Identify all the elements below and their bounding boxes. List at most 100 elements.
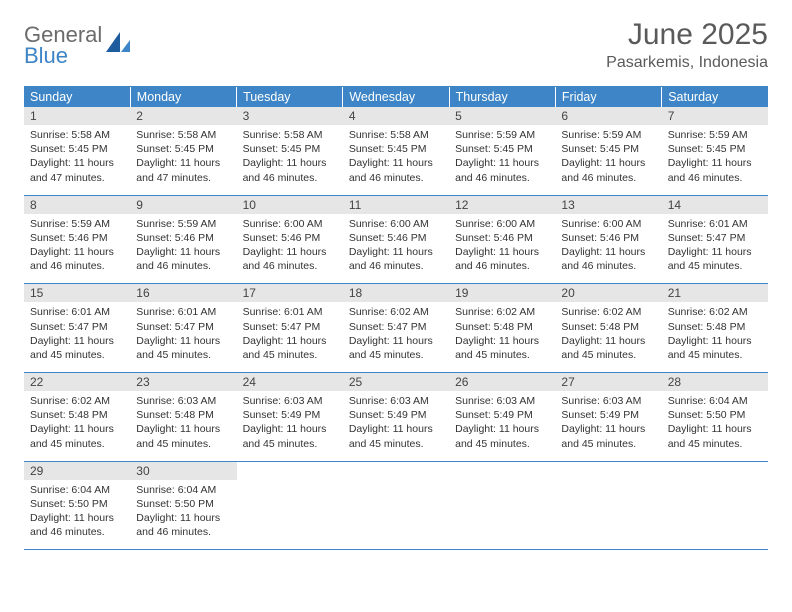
day-number: 22 bbox=[24, 373, 130, 391]
sunrise-text: Sunrise: 6:01 AM bbox=[668, 217, 762, 231]
sunrise-text: Sunrise: 6:03 AM bbox=[349, 394, 443, 408]
daylight-text: Daylight: 11 hours and 46 minutes. bbox=[455, 156, 549, 184]
daylight-text: Daylight: 11 hours and 46 minutes. bbox=[455, 245, 549, 273]
daylight-text: Daylight: 11 hours and 47 minutes. bbox=[30, 156, 124, 184]
sunrise-text: Sunrise: 6:01 AM bbox=[243, 305, 337, 319]
day-cell: 21Sunrise: 6:02 AMSunset: 5:48 PMDayligh… bbox=[662, 284, 768, 373]
day-cell: 16Sunrise: 6:01 AMSunset: 5:47 PMDayligh… bbox=[130, 284, 236, 373]
sunset-text: Sunset: 5:46 PM bbox=[561, 231, 655, 245]
daylight-text: Daylight: 11 hours and 45 minutes. bbox=[561, 334, 655, 362]
daylight-text: Daylight: 11 hours and 45 minutes. bbox=[136, 422, 230, 450]
day-cell: 8Sunrise: 5:59 AMSunset: 5:46 PMDaylight… bbox=[24, 195, 130, 284]
daylight-text: Daylight: 11 hours and 46 minutes. bbox=[30, 245, 124, 273]
day-number: 15 bbox=[24, 284, 130, 302]
sunrise-text: Sunrise: 6:02 AM bbox=[668, 305, 762, 319]
day-cell bbox=[343, 461, 449, 550]
day-body: Sunrise: 6:00 AMSunset: 5:46 PMDaylight:… bbox=[343, 214, 449, 284]
sunrise-text: Sunrise: 6:00 AM bbox=[243, 217, 337, 231]
daylight-text: Daylight: 11 hours and 46 minutes. bbox=[349, 156, 443, 184]
daylight-text: Daylight: 11 hours and 46 minutes. bbox=[136, 511, 230, 539]
sunset-text: Sunset: 5:48 PM bbox=[30, 408, 124, 422]
daylight-text: Daylight: 11 hours and 45 minutes. bbox=[243, 422, 337, 450]
day-cell: 6Sunrise: 5:59 AMSunset: 5:45 PMDaylight… bbox=[555, 107, 661, 195]
sunset-text: Sunset: 5:47 PM bbox=[349, 320, 443, 334]
day-cell: 20Sunrise: 6:02 AMSunset: 5:48 PMDayligh… bbox=[555, 284, 661, 373]
day-number: 5 bbox=[449, 107, 555, 125]
day-body: Sunrise: 5:59 AMSunset: 5:45 PMDaylight:… bbox=[662, 125, 768, 195]
week-row: 29Sunrise: 6:04 AMSunset: 5:50 PMDayligh… bbox=[24, 461, 768, 550]
daylight-text: Daylight: 11 hours and 46 minutes. bbox=[243, 245, 337, 273]
daylight-text: Daylight: 11 hours and 46 minutes. bbox=[136, 245, 230, 273]
day-number: 23 bbox=[130, 373, 236, 391]
day-cell: 19Sunrise: 6:02 AMSunset: 5:48 PMDayligh… bbox=[449, 284, 555, 373]
day-cell: 30Sunrise: 6:04 AMSunset: 5:50 PMDayligh… bbox=[130, 461, 236, 550]
day-cell: 24Sunrise: 6:03 AMSunset: 5:49 PMDayligh… bbox=[237, 373, 343, 462]
day-number: 26 bbox=[449, 373, 555, 391]
sunrise-text: Sunrise: 6:03 AM bbox=[243, 394, 337, 408]
day-cell: 14Sunrise: 6:01 AMSunset: 5:47 PMDayligh… bbox=[662, 195, 768, 284]
calendar-wrap: Sunday Monday Tuesday Wednesday Thursday… bbox=[24, 86, 768, 550]
sunrise-text: Sunrise: 5:59 AM bbox=[455, 128, 549, 142]
day-body: Sunrise: 5:58 AMSunset: 5:45 PMDaylight:… bbox=[130, 125, 236, 195]
sunrise-text: Sunrise: 5:59 AM bbox=[30, 217, 124, 231]
day-body: Sunrise: 5:59 AMSunset: 5:45 PMDaylight:… bbox=[555, 125, 661, 195]
daylight-text: Daylight: 11 hours and 45 minutes. bbox=[243, 334, 337, 362]
day-body: Sunrise: 6:04 AMSunset: 5:50 PMDaylight:… bbox=[130, 480, 236, 550]
day-body: Sunrise: 6:02 AMSunset: 5:48 PMDaylight:… bbox=[449, 302, 555, 372]
day-number: 27 bbox=[555, 373, 661, 391]
sunset-text: Sunset: 5:48 PM bbox=[136, 408, 230, 422]
sunset-text: Sunset: 5:45 PM bbox=[243, 142, 337, 156]
day-number: 8 bbox=[24, 196, 130, 214]
sunset-text: Sunset: 5:48 PM bbox=[561, 320, 655, 334]
sunset-text: Sunset: 5:49 PM bbox=[561, 408, 655, 422]
day-body: Sunrise: 6:02 AMSunset: 5:47 PMDaylight:… bbox=[343, 302, 449, 372]
daylight-text: Daylight: 11 hours and 46 minutes. bbox=[30, 511, 124, 539]
sunrise-text: Sunrise: 6:01 AM bbox=[136, 305, 230, 319]
day-body: Sunrise: 5:58 AMSunset: 5:45 PMDaylight:… bbox=[343, 125, 449, 195]
day-body: Sunrise: 5:59 AMSunset: 5:46 PMDaylight:… bbox=[130, 214, 236, 284]
sunrise-text: Sunrise: 6:00 AM bbox=[561, 217, 655, 231]
sunrise-text: Sunrise: 6:00 AM bbox=[455, 217, 549, 231]
month-title: June 2025 bbox=[606, 18, 768, 52]
calendar-page: General Blue June 2025 Pasarkemis, Indon… bbox=[0, 0, 792, 550]
logo-sail-icon bbox=[106, 32, 132, 59]
day-body: Sunrise: 6:02 AMSunset: 5:48 PMDaylight:… bbox=[555, 302, 661, 372]
day-body: Sunrise: 6:00 AMSunset: 5:46 PMDaylight:… bbox=[237, 214, 343, 284]
day-cell: 27Sunrise: 6:03 AMSunset: 5:49 PMDayligh… bbox=[555, 373, 661, 462]
sunrise-text: Sunrise: 6:02 AM bbox=[561, 305, 655, 319]
day-body: Sunrise: 6:02 AMSunset: 5:48 PMDaylight:… bbox=[24, 391, 130, 461]
day-number: 11 bbox=[343, 196, 449, 214]
day-cell: 3Sunrise: 5:58 AMSunset: 5:45 PMDaylight… bbox=[237, 107, 343, 195]
day-body: Sunrise: 6:02 AMSunset: 5:48 PMDaylight:… bbox=[662, 302, 768, 372]
day-body: Sunrise: 6:00 AMSunset: 5:46 PMDaylight:… bbox=[555, 214, 661, 284]
day-number: 7 bbox=[662, 107, 768, 125]
day-cell bbox=[662, 461, 768, 550]
day-cell: 22Sunrise: 6:02 AMSunset: 5:48 PMDayligh… bbox=[24, 373, 130, 462]
dow-wednesday: Wednesday bbox=[343, 87, 449, 107]
week-row: 22Sunrise: 6:02 AMSunset: 5:48 PMDayligh… bbox=[24, 373, 768, 462]
sunset-text: Sunset: 5:46 PM bbox=[349, 231, 443, 245]
sunrise-text: Sunrise: 5:58 AM bbox=[349, 128, 443, 142]
day-number: 16 bbox=[130, 284, 236, 302]
title-block: June 2025 Pasarkemis, Indonesia bbox=[606, 18, 768, 72]
dow-friday: Friday bbox=[555, 87, 661, 107]
daylight-text: Daylight: 11 hours and 45 minutes. bbox=[455, 334, 549, 362]
calendar-body: 1Sunrise: 5:58 AMSunset: 5:45 PMDaylight… bbox=[24, 107, 768, 550]
day-cell: 18Sunrise: 6:02 AMSunset: 5:47 PMDayligh… bbox=[343, 284, 449, 373]
calendar-table: Sunday Monday Tuesday Wednesday Thursday… bbox=[24, 87, 768, 550]
logo: General Blue bbox=[24, 18, 132, 67]
sunset-text: Sunset: 5:45 PM bbox=[30, 142, 124, 156]
day-number: 1 bbox=[24, 107, 130, 125]
day-cell: 7Sunrise: 5:59 AMSunset: 5:45 PMDaylight… bbox=[662, 107, 768, 195]
week-row: 1Sunrise: 5:58 AMSunset: 5:45 PMDaylight… bbox=[24, 107, 768, 195]
day-cell: 1Sunrise: 5:58 AMSunset: 5:45 PMDaylight… bbox=[24, 107, 130, 195]
day-body: Sunrise: 5:58 AMSunset: 5:45 PMDaylight:… bbox=[24, 125, 130, 195]
day-cell: 25Sunrise: 6:03 AMSunset: 5:49 PMDayligh… bbox=[343, 373, 449, 462]
daylight-text: Daylight: 11 hours and 46 minutes. bbox=[668, 156, 762, 184]
day-number: 21 bbox=[662, 284, 768, 302]
sunset-text: Sunset: 5:46 PM bbox=[243, 231, 337, 245]
sunset-text: Sunset: 5:49 PM bbox=[243, 408, 337, 422]
day-cell bbox=[449, 461, 555, 550]
sunrise-text: Sunrise: 6:02 AM bbox=[455, 305, 549, 319]
day-body: Sunrise: 5:59 AMSunset: 5:45 PMDaylight:… bbox=[449, 125, 555, 195]
